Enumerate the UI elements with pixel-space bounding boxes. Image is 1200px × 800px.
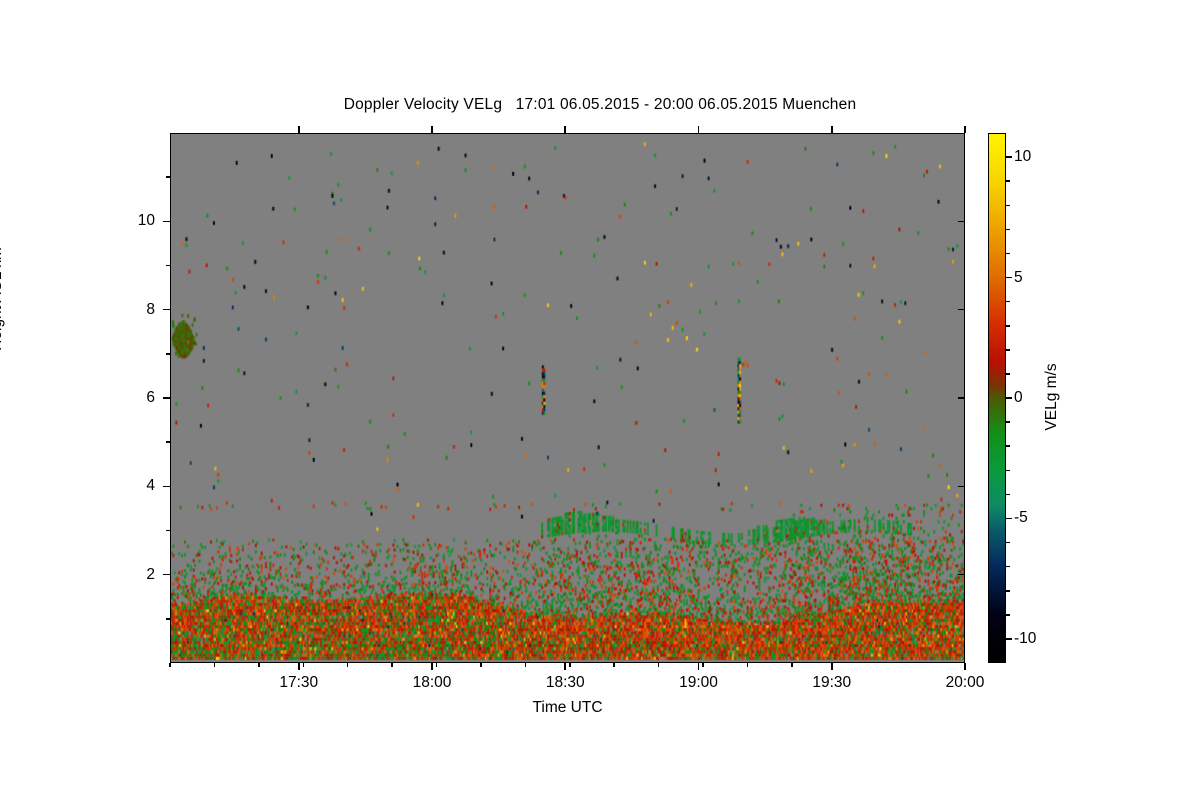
x-tick: [697, 663, 700, 670]
y-minor-tick: [166, 618, 170, 620]
x-tick-top: [431, 126, 433, 133]
colorbar-minor-tick: [1006, 493, 1010, 496]
colorbar: [988, 133, 1006, 663]
x-tick: [830, 663, 833, 670]
colorbar-tick: [1006, 156, 1012, 158]
colorbar-minor-tick: [1006, 204, 1010, 207]
x-minor-tick: [435, 663, 438, 667]
x-tick-top: [964, 126, 966, 133]
colorbar-minor-tick: [1006, 614, 1010, 616]
y-tick: [163, 573, 170, 576]
y-minor-tick: [166, 441, 170, 443]
y-minor-tick: [166, 353, 170, 355]
x-tick-top: [297, 126, 300, 133]
colorbar-tick: [1006, 397, 1012, 399]
x-minor-tick: [258, 663, 260, 667]
colorbar-minor-tick: [1006, 252, 1010, 255]
y-tick: [163, 397, 170, 399]
x-minor-tick: [480, 663, 482, 667]
x-axis-title: Time UTC: [532, 699, 603, 716]
x-minor-tick: [391, 663, 393, 667]
x-tick-label: 18:30: [545, 674, 585, 691]
colorbar-minor-tick: [1006, 300, 1010, 303]
x-minor-tick: [702, 663, 704, 667]
chart-title: Doppler Velocity VELg 17:01 06.05.2015 -…: [343, 96, 857, 113]
y-tick-right: [958, 397, 965, 399]
colorbar-minor-tick: [1006, 180, 1010, 182]
colorbar-minor-tick: [1006, 349, 1010, 351]
y-minor-tick: [166, 176, 170, 178]
y-tick: [163, 485, 170, 488]
colorbar-minor-tick: [1006, 469, 1010, 472]
y-tick-label: 8: [146, 300, 155, 318]
x-minor-tick: [213, 663, 216, 667]
colorbar-tick: [1006, 276, 1012, 279]
x-tick-top: [564, 126, 567, 133]
x-minor-tick: [791, 663, 793, 667]
plot-area: [170, 133, 965, 663]
y-tick-label: 2: [146, 565, 155, 583]
colorbar-minor-tick: [1006, 565, 1010, 568]
x-tick: [964, 663, 966, 670]
y-tick: [163, 220, 170, 223]
heatmap-canvas: [171, 134, 964, 662]
x-minor-tick: [346, 663, 349, 667]
colorbar-tick-label: 5: [1014, 268, 1023, 286]
y-tick-label: 4: [146, 477, 155, 495]
x-minor-tick: [524, 663, 527, 667]
y-tick: [163, 308, 170, 311]
colorbar-gradient: [989, 134, 1005, 662]
colorbar-minor-tick: [1006, 541, 1010, 544]
x-minor-tick: [302, 663, 305, 667]
x-minor-tick: [569, 663, 571, 667]
x-tick-label: 17:30: [279, 674, 319, 691]
x-tick-label: 19:30: [812, 674, 852, 691]
x-tick-top: [830, 126, 833, 133]
colorbar-tick-label: -5: [1014, 509, 1028, 527]
x-minor-tick: [746, 663, 749, 667]
colorbar-tick-label: -10: [1014, 629, 1037, 647]
y-minor-tick: [166, 264, 170, 267]
x-minor-tick: [613, 663, 615, 667]
x-tick-label: 18:00: [412, 674, 452, 691]
x-tick: [564, 663, 567, 670]
x-tick-label: 20:00: [945, 674, 985, 691]
colorbar-minor-tick: [1006, 421, 1010, 423]
x-tick-top: [697, 126, 700, 133]
y-tick-label: 6: [146, 389, 155, 406]
y-tick-right: [958, 220, 965, 223]
y-axis-title: Height AGL km: [0, 247, 5, 351]
y-tick-right: [958, 573, 965, 576]
colorbar-minor-tick: [1006, 325, 1010, 327]
x-tick: [297, 663, 300, 670]
colorbar-minor-tick: [1006, 445, 1010, 447]
x-minor-tick: [657, 663, 660, 667]
x-minor-tick: [169, 663, 171, 667]
x-tick-label: 19:00: [679, 674, 718, 691]
colorbar-title: VELg m/s: [1043, 363, 1060, 431]
colorbar-minor-tick: [1006, 228, 1010, 231]
colorbar-tick-label: 10: [1014, 148, 1032, 166]
colorbar-minor-tick: [1006, 590, 1010, 592]
y-minor-tick: [166, 529, 170, 532]
colorbar-tick: [1006, 517, 1012, 520]
colorbar-minor-tick: [1006, 373, 1010, 375]
colorbar-tick: [1006, 638, 1012, 640]
y-tick-right: [958, 308, 965, 311]
y-tick-label: 10: [137, 212, 155, 230]
x-tick: [431, 663, 433, 670]
y-tick-right: [958, 485, 965, 488]
colorbar-tick-label: 0: [1014, 389, 1023, 406]
